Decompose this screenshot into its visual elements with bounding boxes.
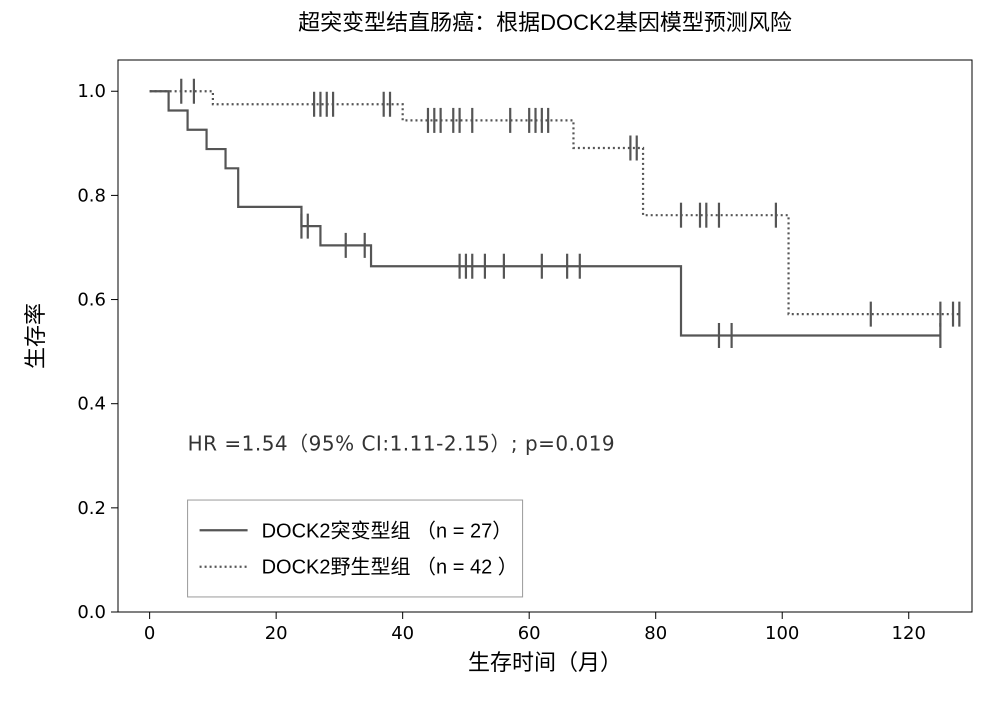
km-chart: 0 20 40 60 80 100 120 0.0 0.2 0.4 0.6 0.8 1.0 超突变型结… [0, 0, 1000, 702]
legend: DOCK2突变型组 （n = 27） DOCK2野生型组 （n = 42 ） [188, 500, 523, 597]
y-tick-label: 0.4 [77, 394, 106, 415]
y-tick-label: 0.8 [77, 185, 106, 206]
y-tick-label: 0.6 [77, 290, 106, 311]
series-group [150, 79, 960, 348]
x-tick-label: 20 [265, 623, 288, 644]
x-axis-label: 生存时间（月） [468, 650, 622, 675]
x-tick-label: 0 [144, 623, 155, 644]
x-tick-label: 80 [644, 623, 667, 644]
hr-annotation: HR =1.54（95% CI:1.11-2.15）; p=0.019 [188, 432, 616, 456]
legend-label-wildtype: DOCK2野生型组 （n = 42 ） [262, 556, 518, 579]
y-tick-label: 1.0 [77, 81, 106, 102]
chart-svg: 0 20 40 60 80 100 120 0.0 0.2 0.4 0.6 0.8 1.0 超突变型结… [0, 0, 1000, 702]
legend-box [188, 500, 523, 597]
x-axis-ticks: 0 20 40 60 80 100 120 [144, 612, 926, 644]
chart-title: 超突变型结直肠癌：根据DOCK2基因模型预测风险 [298, 10, 792, 35]
series-mutant [150, 91, 941, 335]
y-tick-label: 0.0 [77, 602, 106, 623]
x-tick-label: 60 [518, 623, 541, 644]
x-tick-label: 100 [765, 623, 799, 644]
x-tick-label: 40 [391, 623, 414, 644]
y-axis-label: 生存率 [23, 303, 48, 369]
series-wildtype [150, 91, 960, 314]
x-tick-label: 120 [892, 623, 926, 644]
legend-label-mutant: DOCK2突变型组 （n = 27） [262, 519, 513, 542]
y-tick-label: 0.2 [77, 498, 106, 519]
y-axis-ticks: 0.0 0.2 0.4 0.6 0.8 1.0 [77, 81, 118, 623]
